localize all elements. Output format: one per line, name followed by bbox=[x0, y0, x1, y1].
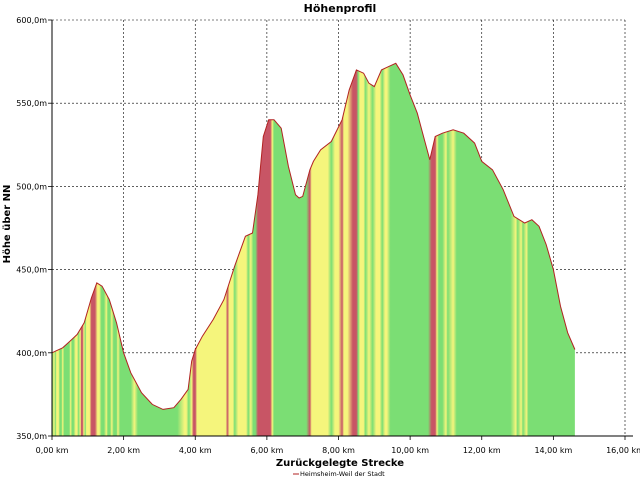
x-tick-label: 14,00 km bbox=[534, 446, 572, 455]
legend: Heimsheim-Weil der Stadt bbox=[293, 470, 385, 478]
chart-title: Höhenprofil bbox=[304, 2, 377, 15]
x-tick-label: 8,00 km bbox=[322, 446, 355, 455]
x-tick-label: 10,00 km bbox=[391, 446, 429, 455]
x-tick-label: 0,00 km bbox=[36, 446, 69, 455]
y-tick-label: 400,0m bbox=[16, 349, 47, 358]
x-tick-label: 2,00 km bbox=[107, 446, 140, 455]
axes bbox=[51, 20, 633, 437]
elevation-profile-line bbox=[51, 62, 576, 410]
y-tick-label: 350,0m bbox=[16, 432, 47, 441]
x-tick-label: 16,00 km bbox=[606, 446, 640, 455]
elevation-area-layer bbox=[51, 62, 576, 437]
elevation-area-fill bbox=[52, 63, 575, 437]
y-tick-label: 550,0m bbox=[16, 99, 47, 108]
x-tick-label: 12,00 km bbox=[463, 446, 501, 455]
y-tick-label: 500,0m bbox=[16, 182, 47, 191]
y-axis-title: Höhe über NN bbox=[2, 185, 13, 264]
y-tick-label: 600,0m bbox=[16, 16, 47, 25]
x-axis-title: Zurückgelegte Strecke bbox=[276, 458, 404, 469]
legend-entry-label: Heimsheim-Weil der Stadt bbox=[300, 470, 385, 478]
y-axis-ticks: 350,0m 400,0m 450,0m 500,0m 550,0m 600,0m bbox=[16, 16, 52, 441]
x-axis-ticks: 0,00 km 2,00 km 4,00 km 6,00 km 8,00 km 10,00… bbox=[36, 436, 640, 455]
x-tick-label: 6,00 km bbox=[250, 446, 283, 455]
x-tick-label: 4,00 km bbox=[179, 446, 212, 455]
y-tick-label: 450,0m bbox=[16, 266, 47, 275]
